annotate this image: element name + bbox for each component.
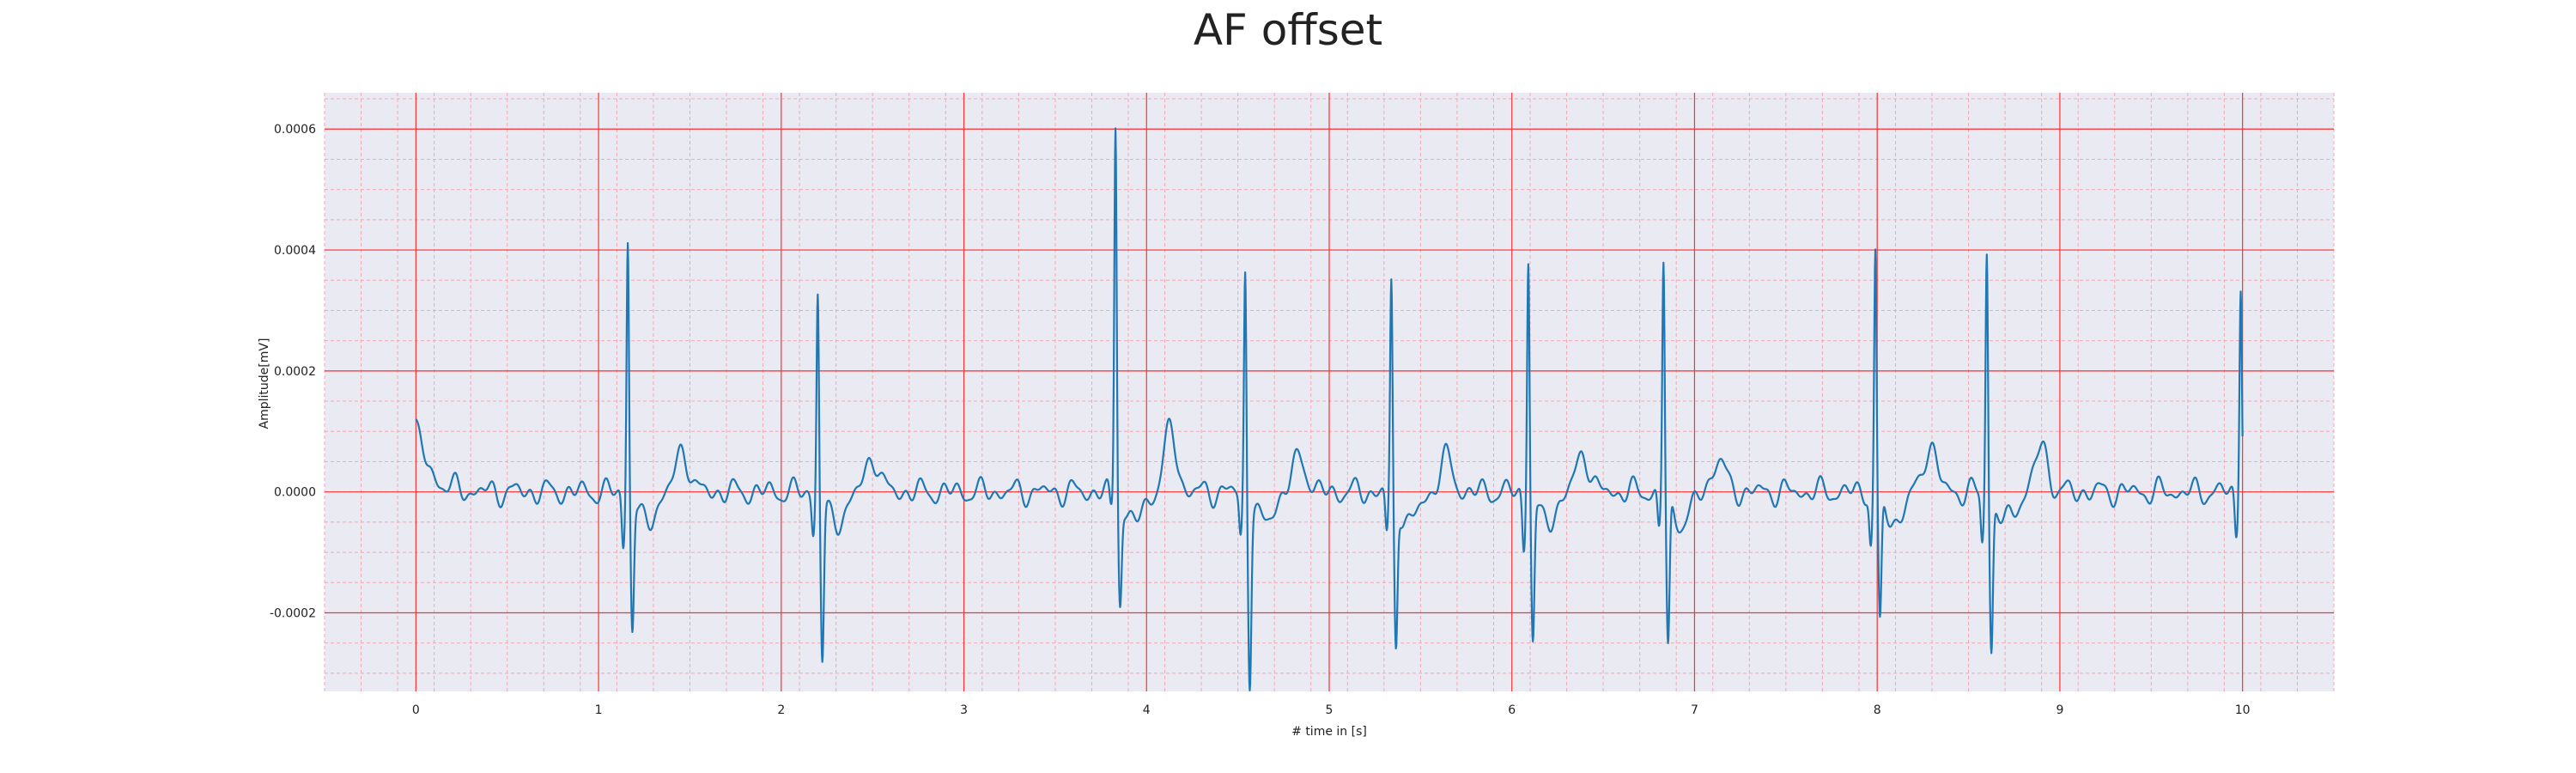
y-tick-labels: -0.0002 0.0000 0.0002 0.0004 0.0006 [270,123,316,620]
x-tick-label: 9 [2056,703,2063,717]
y-axis-label: Amplitude[mV] [258,338,271,429]
x-tick-label: 7 [1691,703,1698,717]
x-tick-label: 4 [1143,703,1151,717]
x-tick-label: 0 [412,703,420,717]
x-tick-label: 1 [595,703,603,717]
y-tick-label: 0.0002 [274,365,316,379]
x-tick-label: 3 [960,703,968,717]
x-tick-label: 2 [777,703,785,717]
ecg-series-line [415,127,2244,691]
major-grid [325,93,2334,691]
x-tick-label: 10 [2235,703,2251,717]
y-tick-label: -0.0002 [270,606,316,620]
x-tick-label: 6 [1508,703,1516,717]
x-tick-labels: 0 1 2 3 4 5 6 7 8 9 10 [412,703,2251,717]
y-tick-label: 0.0004 [274,244,316,258]
y-tick-label: 0.0000 [274,486,316,500]
x-axis-label: # time in [s] [1291,725,1367,739]
x-tick-label: 5 [1326,703,1334,717]
y-tick-label: 0.0006 [274,123,316,137]
chart-title: AF offset [1193,5,1383,55]
x-tick-label: 8 [1874,703,1881,717]
